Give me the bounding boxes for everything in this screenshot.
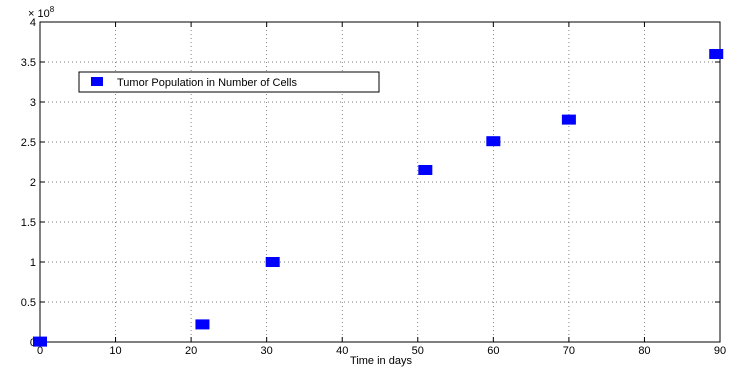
axis-ticks bbox=[39, 21, 721, 343]
y-tick-label: 1.5 bbox=[21, 217, 36, 229]
x-tick-labels: 0 10 20 30 40 50 60 70 80 90 bbox=[37, 345, 726, 357]
data-point bbox=[486, 136, 501, 147]
legend-label: Tumor Population in Number of Cells bbox=[117, 77, 297, 89]
y-tick-label: 0.5 bbox=[21, 297, 36, 309]
x-tick-label: 60 bbox=[487, 345, 499, 357]
y-tick-label: 2 bbox=[30, 177, 36, 189]
y-multiplier-base: × 10 bbox=[28, 8, 50, 20]
y-tick-label: 4 bbox=[30, 17, 36, 29]
y-tick-label: 1 bbox=[30, 257, 36, 269]
legend-marker bbox=[91, 77, 103, 86]
x-tick-label: 0 bbox=[37, 345, 43, 357]
data-markers bbox=[33, 49, 724, 347]
legend: Tumor Population in Number of Cells bbox=[78, 71, 380, 93]
x-tick-label: 80 bbox=[638, 345, 650, 357]
y-axis-multiplier: × 108 bbox=[28, 5, 55, 20]
x-tick-label: 70 bbox=[563, 345, 575, 357]
y-tick-label: 3 bbox=[30, 97, 36, 109]
x-tick-label: 50 bbox=[412, 345, 424, 357]
y-tick-label: 0 bbox=[30, 337, 36, 349]
x-tick-label: 20 bbox=[185, 345, 197, 357]
data-point bbox=[418, 165, 433, 175]
data-point bbox=[265, 257, 280, 267]
x-axis-label: Time in days bbox=[350, 355, 412, 367]
y-multiplier-exponent: 8 bbox=[50, 5, 55, 14]
grid-lines bbox=[40, 22, 720, 342]
y-tick-label: 2.5 bbox=[21, 137, 36, 149]
x-tick-label: 90 bbox=[714, 345, 726, 357]
data-point bbox=[561, 114, 576, 125]
data-point bbox=[33, 336, 47, 347]
x-tick-label: 10 bbox=[109, 345, 121, 357]
data-point bbox=[709, 49, 724, 59]
legend-box bbox=[78, 71, 380, 93]
y-tick-labels: 0 0.5 1 1.5 2 2.5 3 3.5 4 bbox=[21, 17, 36, 349]
x-tick-label: 30 bbox=[261, 345, 273, 357]
data-point bbox=[195, 319, 210, 330]
y-tick-label: 3.5 bbox=[21, 57, 36, 69]
x-tick-label: 40 bbox=[336, 345, 348, 357]
